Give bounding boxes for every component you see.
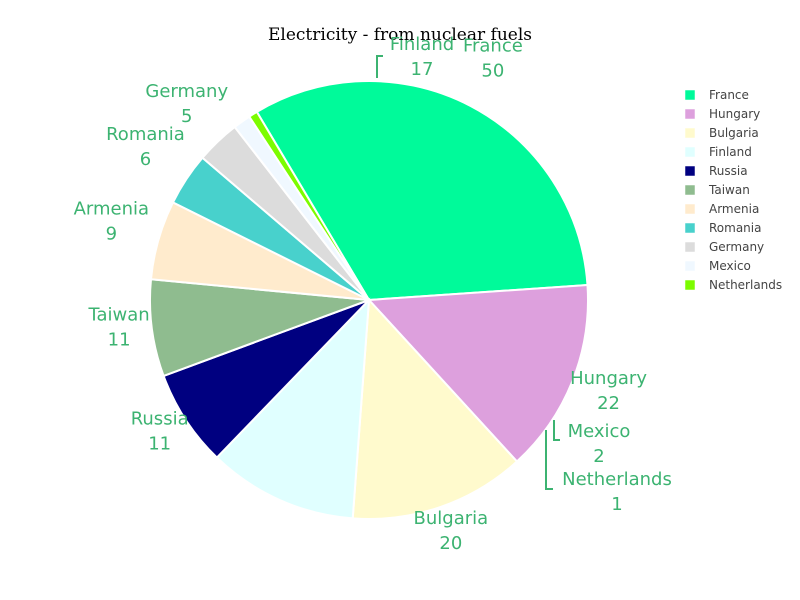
slice-value-bulgaria: 20 [439, 533, 462, 554]
slice-bulgaria[interactable] [351, 297, 519, 520]
legend-swatch-finland [684, 146, 696, 158]
legend-label-armenia: Armenia [709, 202, 759, 216]
legend-label-romania: Romania [709, 221, 761, 235]
legend-item-romania[interactable]: Romania [684, 221, 761, 235]
slice-value-germany: 5 [181, 106, 192, 127]
slice-label-taiwan: Taiwan [88, 305, 150, 326]
slice-label-germany: Germany [145, 81, 228, 102]
slices-group [149, 80, 589, 520]
slice-label-netherlands: Netherlands [562, 469, 672, 490]
legend-swatch-romania [684, 222, 696, 234]
legend-label-mexico: Mexico [709, 259, 751, 273]
slice-label-hungary: Hungary [570, 368, 647, 389]
slice-label-finland: Finland [390, 34, 454, 55]
slice-value-hungary: 22 [597, 393, 620, 414]
legend-item-france[interactable]: France [684, 88, 749, 102]
legend-swatch-germany [684, 241, 696, 253]
legend-label-russia: Russia [709, 164, 748, 178]
legend-label-finland: Finland [709, 145, 752, 159]
leader-line-netherlands [545, 430, 553, 490]
legend-item-armenia[interactable]: Armenia [684, 202, 759, 216]
legend-label-germany: Germany [709, 240, 764, 254]
legend-swatch-russia [684, 165, 696, 177]
legend-label-bulgaria: Bulgaria [709, 126, 759, 140]
slice-hungary[interactable] [366, 283, 589, 463]
slice-labels-group: France 50 Hungary 22 Bulgaria 20 Finland 17 Russ… [74, 34, 672, 554]
slice-value-netherlands: 1 [611, 494, 622, 515]
legend-item-hungary[interactable]: Hungary [684, 107, 760, 121]
slice-value-romania: 6 [140, 149, 151, 170]
legend-label-netherlands: Netherlands [709, 278, 782, 292]
slice-label-romania: Romania [106, 124, 185, 145]
slice-label-russia: Russia [131, 409, 189, 430]
leader-line-mexico [553, 420, 560, 441]
legend-swatch-hungary [684, 108, 696, 120]
chart-title: Electricity - from nuclear fuels [268, 25, 532, 45]
legend-swatch-taiwan [684, 184, 696, 196]
leader-lines-group [376, 55, 560, 490]
legend-item-bulgaria[interactable]: Bulgaria [684, 126, 759, 140]
slice-value-finland: 17 [411, 59, 434, 80]
legend-swatch-netherlands [684, 279, 696, 291]
legend-item-germany[interactable]: Germany [684, 240, 764, 254]
slice-label-armenia: Armenia [74, 198, 149, 219]
legend-item-russia[interactable]: Russia [684, 164, 748, 178]
leader-line-finland [376, 55, 383, 78]
legend: France Hungary Bulgaria Finland Russia Taiwan… [684, 88, 782, 292]
legend-swatch-bulgaria [684, 127, 696, 139]
legend-swatch-mexico [684, 260, 696, 272]
legend-item-netherlands[interactable]: Netherlands [684, 278, 782, 292]
legend-label-france: France [709, 88, 749, 102]
slice-value-russia: 11 [148, 434, 171, 455]
slice-value-france: 50 [481, 60, 504, 81]
legend-label-taiwan: Taiwan [708, 183, 750, 197]
legend-item-taiwan[interactable]: Taiwan [684, 183, 750, 197]
slice-france[interactable] [255, 80, 589, 302]
legend-swatch-france [684, 89, 696, 101]
legend-item-mexico[interactable]: Mexico [684, 259, 751, 273]
slice-value-mexico: 2 [593, 446, 604, 467]
slice-label-mexico: Mexico [568, 421, 631, 442]
slice-label-bulgaria: Bulgaria [414, 508, 489, 529]
slice-netherlands[interactable] [247, 110, 370, 301]
slice-value-armenia: 9 [106, 223, 117, 244]
legend-item-finland[interactable]: Finland [684, 145, 752, 159]
slice-finland[interactable] [215, 297, 371, 520]
legend-label-hungary: Hungary [709, 107, 760, 121]
legend-swatch-armenia [684, 203, 696, 215]
slice-value-taiwan: 11 [108, 330, 131, 351]
slice-label-france: France [463, 35, 523, 56]
